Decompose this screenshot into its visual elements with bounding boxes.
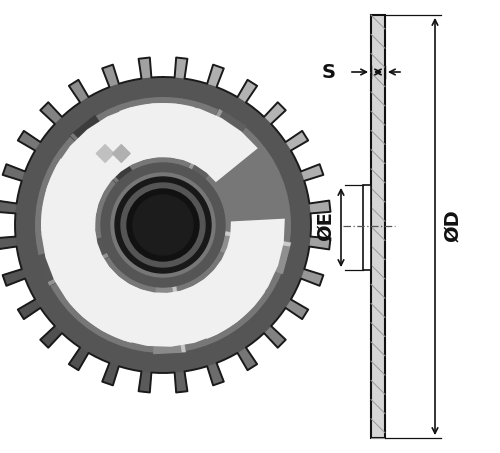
Polygon shape [118,101,195,164]
Bar [371,15,385,438]
Polygon shape [40,326,62,348]
Polygon shape [188,109,246,178]
Bar [363,185,371,270]
Polygon shape [102,363,119,386]
Polygon shape [301,164,324,181]
Polygon shape [286,131,308,150]
Polygon shape [238,347,257,370]
Polygon shape [2,269,25,286]
Circle shape [35,97,291,353]
Polygon shape [2,164,25,181]
Polygon shape [69,347,88,370]
Polygon shape [207,363,224,386]
Polygon shape [39,158,108,231]
Polygon shape [220,231,291,274]
Polygon shape [186,261,267,341]
Polygon shape [18,299,40,319]
Polygon shape [120,103,194,162]
Polygon shape [138,371,151,392]
Polygon shape [40,101,287,349]
Polygon shape [0,58,330,392]
Polygon shape [102,65,119,87]
Polygon shape [174,371,188,392]
Polygon shape [112,145,130,163]
Polygon shape [138,58,151,78]
Polygon shape [188,109,222,170]
Polygon shape [207,65,224,87]
Polygon shape [96,145,114,163]
Polygon shape [70,116,132,183]
Circle shape [127,189,199,261]
Polygon shape [238,80,257,102]
Polygon shape [38,238,108,286]
Polygon shape [68,268,146,343]
Circle shape [121,183,205,267]
Text: S: S [322,63,336,82]
Circle shape [111,173,215,277]
Polygon shape [172,286,186,352]
Polygon shape [18,131,40,150]
Polygon shape [301,269,324,286]
Polygon shape [264,326,285,348]
Polygon shape [70,133,119,183]
Polygon shape [264,102,285,124]
Text: ØE: ØE [316,211,335,241]
Polygon shape [224,231,291,246]
Circle shape [115,177,211,273]
Circle shape [101,163,225,287]
Polygon shape [174,58,188,78]
Polygon shape [310,236,330,250]
Circle shape [133,195,193,255]
Polygon shape [0,236,16,250]
Polygon shape [188,262,266,339]
Polygon shape [42,103,285,347]
Polygon shape [69,80,88,102]
Polygon shape [154,286,186,354]
Polygon shape [0,201,16,213]
Polygon shape [40,102,62,124]
Polygon shape [286,299,308,319]
Polygon shape [48,253,108,286]
Polygon shape [310,201,330,213]
Circle shape [15,77,311,373]
Polygon shape [41,159,106,231]
Text: ØD: ØD [443,210,462,242]
Polygon shape [66,266,146,345]
